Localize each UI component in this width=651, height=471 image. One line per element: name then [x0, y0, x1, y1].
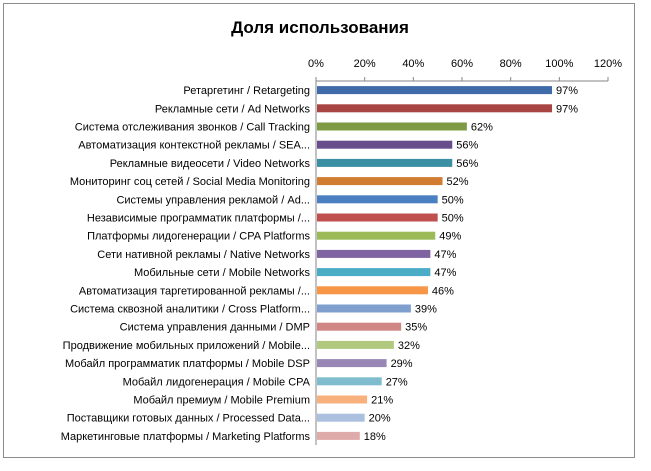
x-tick-label: 100% — [545, 58, 573, 70]
x-tick-label: 0% — [308, 58, 324, 70]
x-tick-label: 60% — [451, 58, 473, 70]
bar — [317, 377, 382, 386]
category-label: Автоматизация контекстной рекламы / SEA.… — [78, 140, 310, 152]
data-label: 52% — [447, 176, 469, 188]
category-label: Мобайл премиум / Mobile Premium — [133, 395, 310, 407]
category-label: Ретаргетинг / Retargeting — [183, 85, 310, 97]
data-label: 62% — [471, 122, 493, 134]
category-label: Мобильные сети / Mobile Networks — [134, 267, 311, 279]
x-tick-label: 80% — [500, 58, 522, 70]
data-label: 97% — [556, 85, 578, 97]
data-label: 97% — [556, 103, 578, 115]
bar — [317, 268, 431, 277]
bar — [317, 359, 387, 368]
x-tick-label: 20% — [354, 58, 376, 70]
x-tick-label: 120% — [594, 58, 622, 70]
data-label: 46% — [432, 285, 454, 297]
bar — [317, 431, 360, 440]
category-label: Поставщики готовых данных / Processed Da… — [67, 413, 310, 425]
chart-title: Доля использования — [231, 18, 409, 37]
data-label: 49% — [439, 231, 461, 243]
bar — [317, 104, 553, 113]
data-label: 35% — [405, 322, 427, 334]
bar — [317, 140, 453, 149]
data-label: 27% — [386, 376, 408, 388]
data-label: 39% — [415, 304, 437, 316]
category-label: Система сквозной аналитики / Cross Platf… — [70, 304, 310, 316]
bar — [317, 413, 365, 422]
data-label: 21% — [371, 395, 393, 407]
bar — [317, 158, 453, 167]
bar — [317, 86, 553, 95]
data-label: 47% — [434, 267, 456, 279]
data-label: 20% — [369, 413, 391, 425]
bar — [317, 213, 438, 222]
chart-area: Доля использования 0% 20% 40% 60% 80% 100% 120… — [3, 3, 635, 458]
data-label: 56% — [456, 140, 478, 152]
category-label: Мобайл лидогенерация / Mobile CPA — [123, 376, 311, 388]
data-label: 50% — [442, 213, 464, 225]
category-label: Система отслеживания звонков / Call Trac… — [75, 122, 310, 134]
bar — [317, 395, 368, 404]
data-label: 50% — [442, 194, 464, 206]
category-label: Рекламные видеосети / Video Networks — [110, 158, 311, 170]
bar — [317, 177, 443, 186]
category-label: Маркетинговые платформы / Marketing Plat… — [61, 431, 311, 443]
data-label: 56% — [456, 158, 478, 170]
data-label: 32% — [398, 340, 420, 352]
bar-chart-plot: 0% 20% 40% 60% 80% 100% 120% Ретаргетинг / Reta… — [61, 58, 622, 445]
category-label: Сети нативной рекламы / Native Networks — [97, 249, 310, 261]
bar — [317, 340, 394, 349]
data-label: 29% — [391, 358, 413, 370]
category-label: Автоматизация таргетированной рекламы /.… — [79, 285, 310, 297]
x-tick-label: 40% — [402, 58, 424, 70]
bar — [317, 304, 411, 313]
category-label: Система управления данными / DMP — [120, 322, 310, 334]
category-label: Рекламные сети / Ad Networks — [155, 103, 311, 115]
data-label: 18% — [364, 431, 386, 443]
category-label: Независимые программатик платформы /... — [87, 213, 310, 225]
bar — [317, 322, 402, 331]
bar — [317, 195, 438, 204]
category-label: Системы управления рекламой / Ad... — [116, 194, 310, 206]
data-label: 47% — [434, 249, 456, 261]
category-label: Продвижение мобильных приложений / Mobil… — [63, 340, 310, 352]
category-label: Платформы лидогенерации / CPA Platforms — [87, 231, 310, 243]
category-label: Мониторинг соц сетей / Social Media Moni… — [70, 176, 310, 188]
bar — [317, 231, 436, 240]
bar — [317, 122, 467, 131]
bar — [317, 286, 428, 295]
category-label: Мобайл программатик платформы / Mobile D… — [65, 358, 310, 370]
bar — [317, 249, 431, 258]
